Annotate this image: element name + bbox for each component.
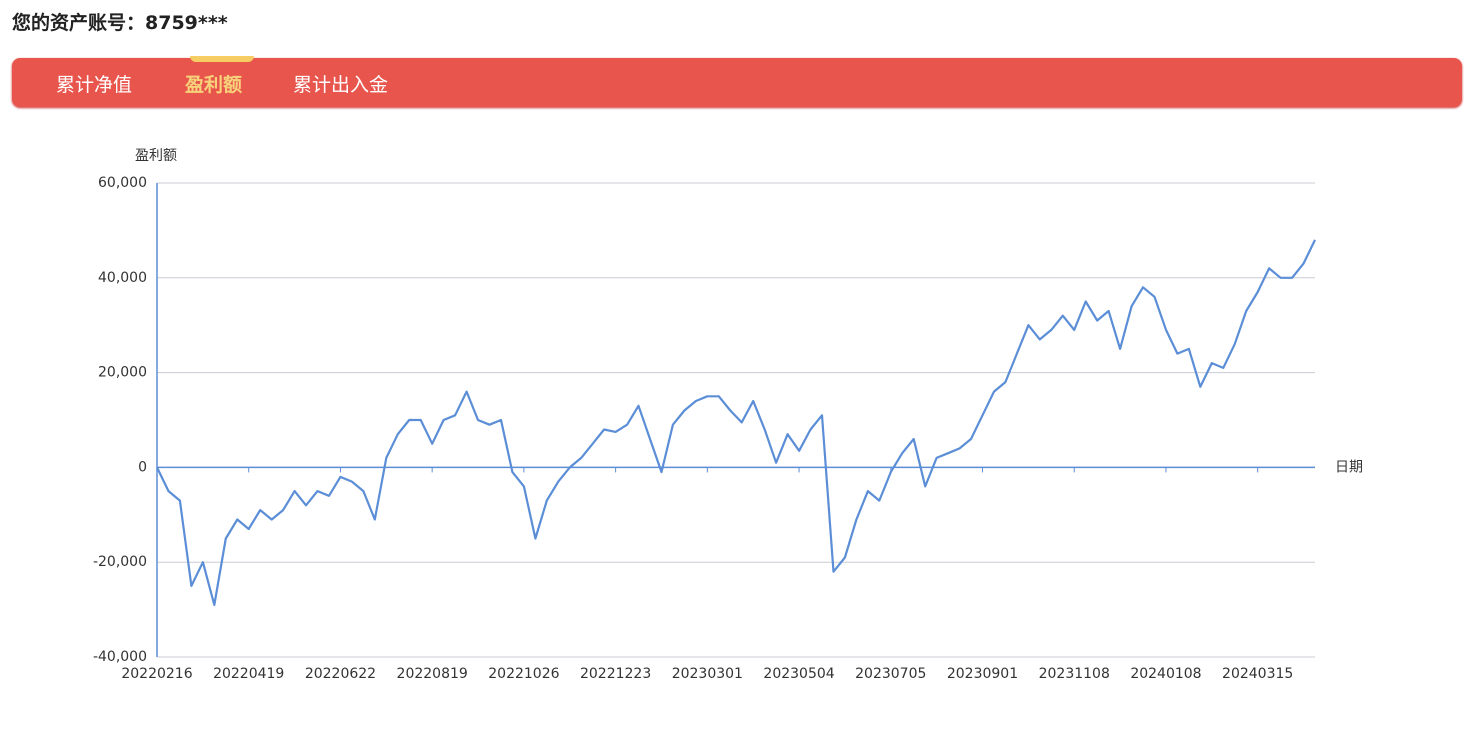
x-tick-label: 20231108 xyxy=(1039,666,1110,682)
x-tick-label: 20220622 xyxy=(305,666,376,682)
x-tick-label: 20230301 xyxy=(672,666,743,682)
x-tick-label: 20220419 xyxy=(213,666,284,682)
tab[interactable]: 累计出入金 xyxy=(293,74,389,96)
active-marker xyxy=(190,56,254,62)
account-title: 您的资产账号：8759*** xyxy=(12,12,228,34)
y-tick-label: 60,000 xyxy=(98,175,147,191)
x-tick-label: 20240108 xyxy=(1130,666,1201,682)
y-tick-label: -20,000 xyxy=(93,554,147,570)
x-tick-label: 20221026 xyxy=(488,666,559,682)
x-tick-label: 20220216 xyxy=(121,666,192,682)
tab[interactable]: 盈利额 xyxy=(185,74,243,96)
x-tick-label: 20230901 xyxy=(947,666,1018,682)
y-axis-title: 盈利额 xyxy=(135,148,177,164)
y-tick-label: 20,000 xyxy=(98,365,147,381)
x-tick-label: 20220819 xyxy=(397,666,468,682)
y-tick-label: -40,000 xyxy=(93,649,147,665)
x-tick-label: 20230705 xyxy=(855,666,926,682)
x-axis-title: 日期 xyxy=(1335,459,1363,475)
x-tick-label: 20230504 xyxy=(763,666,834,682)
tab-bar: 累计净值 盈利额 累计出入金 xyxy=(12,56,1462,107)
x-tick-label: 20221223 xyxy=(580,666,651,682)
x-tick-label: 20240315 xyxy=(1222,666,1293,682)
data-line xyxy=(156,239,1316,606)
y-tick-label: 0 xyxy=(138,459,147,475)
y-tick-label: 40,000 xyxy=(98,270,147,286)
tab[interactable]: 累计净值 xyxy=(56,74,133,96)
